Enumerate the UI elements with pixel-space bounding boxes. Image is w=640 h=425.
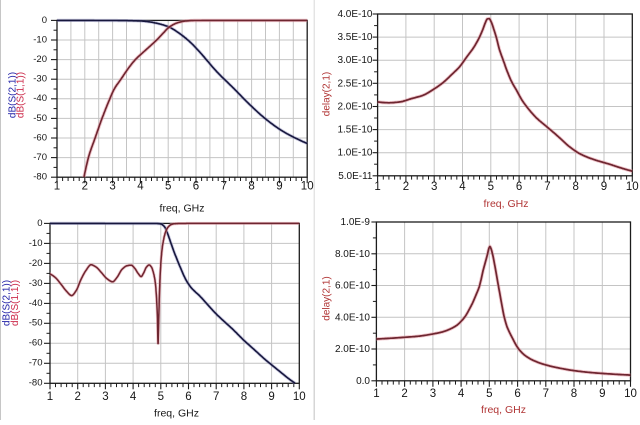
svg-text:7: 7 — [543, 388, 549, 400]
svg-text:2: 2 — [401, 388, 407, 400]
svg-text:freq, GHz: freq, GHz — [484, 198, 529, 210]
svg-text:5: 5 — [488, 181, 494, 193]
svg-text:3: 3 — [109, 181, 115, 193]
svg-text:delay(2,1): delay(2,1) — [322, 72, 333, 116]
svg-text:9: 9 — [601, 181, 607, 193]
svg-text:4.0E-10: 4.0E-10 — [335, 312, 370, 323]
svg-text:3.5E-10: 3.5E-10 — [337, 32, 372, 43]
svg-text:3: 3 — [431, 181, 437, 193]
svg-text:delay(2,1): delay(2,1) — [322, 276, 333, 320]
svg-text:1: 1 — [374, 181, 380, 193]
svg-text:freq, GHz: freq, GHz — [154, 408, 199, 420]
svg-text:-40: -40 — [33, 93, 47, 104]
svg-text:-50: -50 — [33, 113, 47, 124]
svg-text:3: 3 — [102, 391, 108, 403]
svg-text:3: 3 — [430, 388, 436, 400]
svg-text:-20: -20 — [29, 258, 43, 269]
svg-text:7: 7 — [221, 181, 227, 193]
svg-text:dB(S(1,1)): dB(S(1,1)) — [10, 280, 21, 326]
svg-text:dB(S(1,1)): dB(S(1,1)) — [16, 72, 27, 118]
svg-text:2.0E-10: 2.0E-10 — [337, 102, 372, 113]
svg-text:4.0E-10: 4.0E-10 — [337, 9, 372, 20]
svg-text:2: 2 — [74, 391, 80, 403]
svg-text:9: 9 — [599, 388, 605, 400]
svg-text:2: 2 — [403, 181, 409, 193]
svg-text:8.0E-10: 8.0E-10 — [335, 249, 370, 260]
svg-text:9: 9 — [276, 181, 282, 193]
svg-text:1.0E-9: 1.0E-9 — [341, 217, 371, 228]
svg-text:8: 8 — [248, 181, 254, 193]
svg-text:6.0E-10: 6.0E-10 — [335, 281, 370, 292]
svg-text:10: 10 — [624, 388, 637, 400]
svg-text:4: 4 — [459, 181, 466, 193]
svg-text:-50: -50 — [29, 318, 43, 329]
svg-text:6: 6 — [514, 388, 520, 400]
svg-text:-40: -40 — [29, 298, 43, 309]
svg-text:10: 10 — [626, 181, 639, 193]
svg-text:-10: -10 — [33, 34, 47, 45]
svg-text:8: 8 — [241, 391, 247, 403]
svg-text:2: 2 — [82, 181, 88, 193]
svg-text:-70: -70 — [33, 152, 47, 163]
svg-text:7: 7 — [213, 391, 219, 403]
svg-text:5: 5 — [486, 388, 492, 400]
svg-text:0.0: 0.0 — [356, 376, 370, 387]
svg-text:dB(S(2,1)): dB(S(2,1)) — [8, 72, 19, 118]
svg-text:6: 6 — [516, 181, 522, 193]
svg-text:4: 4 — [130, 391, 137, 403]
svg-text:6: 6 — [193, 181, 199, 193]
svg-text:2.5E-10: 2.5E-10 — [337, 78, 372, 89]
svg-text:-20: -20 — [33, 54, 47, 65]
svg-text:5: 5 — [158, 391, 164, 403]
svg-text:-10: -10 — [29, 238, 43, 249]
svg-text:-70: -70 — [29, 358, 43, 369]
svg-text:10: 10 — [293, 391, 306, 403]
svg-text:freq, GHz: freq, GHz — [481, 404, 526, 416]
svg-text:9: 9 — [268, 391, 274, 403]
svg-text:0: 0 — [42, 15, 47, 26]
svg-text:-30: -30 — [29, 278, 43, 289]
svg-text:-30: -30 — [33, 74, 47, 85]
svg-text:1: 1 — [54, 181, 60, 193]
svg-text:10: 10 — [301, 181, 314, 193]
svg-text:1.5E-10: 1.5E-10 — [337, 125, 372, 136]
svg-text:-80: -80 — [33, 172, 47, 183]
svg-text:7: 7 — [544, 181, 550, 193]
svg-text:6: 6 — [185, 391, 191, 403]
svg-text:1: 1 — [373, 388, 379, 400]
svg-text:2.0E-10: 2.0E-10 — [335, 344, 370, 355]
svg-text:5: 5 — [165, 181, 171, 193]
svg-text:4: 4 — [458, 388, 465, 400]
svg-text:1.0E-10: 1.0E-10 — [337, 148, 372, 159]
svg-text:5.0E-11: 5.0E-11 — [338, 171, 373, 182]
svg-text:8: 8 — [572, 181, 578, 193]
svg-text:-80: -80 — [29, 378, 43, 389]
svg-text:4: 4 — [137, 181, 144, 193]
svg-text:freq, GHz: freq, GHz — [160, 203, 205, 215]
svg-text:-60: -60 — [29, 338, 43, 349]
svg-text:dB(S(2,1)): dB(S(2,1)) — [2, 280, 13, 326]
svg-text:0: 0 — [37, 218, 42, 229]
svg-text:1: 1 — [47, 391, 53, 403]
svg-text:3.0E-10: 3.0E-10 — [337, 55, 372, 66]
svg-text:8: 8 — [571, 388, 577, 400]
svg-text:-60: -60 — [33, 132, 47, 143]
